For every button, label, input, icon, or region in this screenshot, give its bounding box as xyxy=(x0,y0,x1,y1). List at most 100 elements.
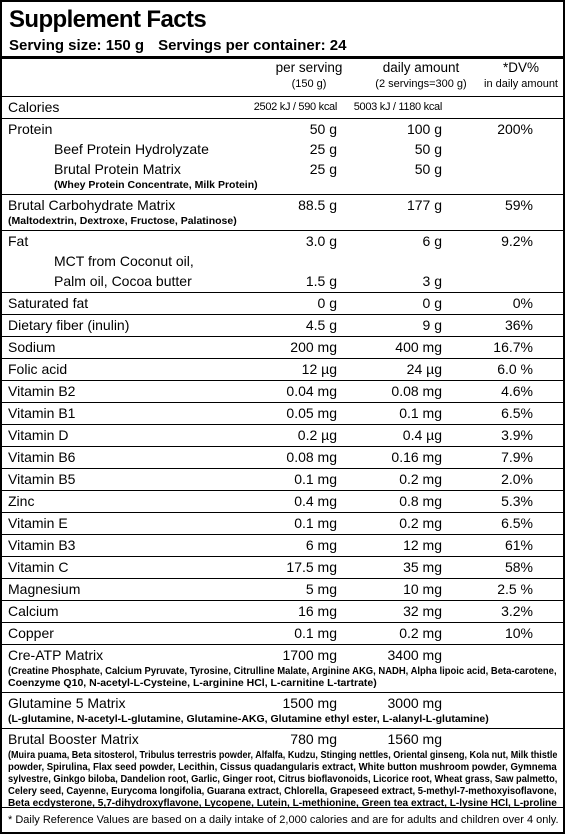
header-note: in daily amount xyxy=(484,78,558,90)
footnote: * Daily Reference Values are based on a … xyxy=(8,814,559,826)
note-line: Beta ecdysterone, 5,7-dihydroxyflavone, … xyxy=(8,797,557,809)
per-serving-value: 1.5 g xyxy=(305,273,337,289)
note-text: Coenzyme Q10, N-acetyl-L-Cysteine, L-arg… xyxy=(8,677,377,689)
per-serving-value: 5 mg xyxy=(305,581,337,597)
daily-value: 24 µg xyxy=(406,361,442,377)
nutrient-row: Vitamin D 0.2 µg 0.4 µg 3.9% xyxy=(2,425,563,447)
row-line: Brutal Booster Matrix 780 mg 1560 mg xyxy=(8,729,563,749)
daily-value: 0.2 mg xyxy=(399,625,442,641)
daily-value: 0 g xyxy=(422,295,442,311)
dv-value: 3.2% xyxy=(501,603,533,619)
note-line: sylvestre, Ginkgo biloba, Dandelion root… xyxy=(8,773,557,785)
nutrient-name-cell: Vitamin B2 xyxy=(8,383,76,399)
dv-value xyxy=(442,97,533,117)
row-line: Vitamin B5 0.1 mg 0.2 mg 2.0% xyxy=(8,469,563,489)
row-line: Vitamin B1 0.05 mg 0.1 mg 6.5% xyxy=(8,403,563,423)
daily-value: 400 mg xyxy=(395,339,442,355)
nutrient-row: Folic acid 12 µg 24 µg 6.0 % xyxy=(2,359,563,381)
nutrient-row: Vitamin E 0.1 mg 0.2 mg 6.5% xyxy=(2,513,563,535)
nutrient-name-cell: Vitamin C xyxy=(8,559,69,575)
nutrient-row: Calcium 16 mg 32 mg 3.2% xyxy=(2,601,563,623)
note-text: Celery seed, Cayenne, Eurycoma longifoli… xyxy=(8,785,557,797)
dv-value: 5.3% xyxy=(501,493,533,509)
row-line: Brutal Carbohydrate Matrix 88.5 g 177 g 59% xyxy=(8,195,563,215)
per-serving-value: 25 g xyxy=(309,141,337,157)
note-text: (Maltodextrin, Dextroxe, Fructose, Palat… xyxy=(8,215,237,227)
nutrient-row: Glutamine 5 Matrix 1500 mg 3000 mg (L-gluta… xyxy=(2,693,563,729)
nutrient-row: Sodium 200 mg 400 mg 16.7% xyxy=(2,337,563,359)
nutrient-name-cell: Vitamin B3 xyxy=(8,537,76,553)
per-serving-value: 0.4 mg xyxy=(294,493,337,509)
dv-value: 58% xyxy=(504,559,533,575)
per-serving-value: 0.1 mg xyxy=(294,625,337,641)
note-line: (L-glutamine, N-acetyl-L-glutamine, Glut… xyxy=(8,713,557,725)
per-serving-value: 0.08 mg xyxy=(286,449,337,465)
per-serving-value: 0.1 mg xyxy=(294,515,337,531)
note-text: (L-glutamine, N-acetyl-L-glutamine, Glut… xyxy=(8,713,489,725)
nutrient-name-cell: Glutamine 5 Matrix xyxy=(8,695,126,711)
row-line: Copper 0.1 mg 0.2 mg 10% xyxy=(8,623,563,643)
nutrient-name: MCT from Coconut oil, xyxy=(54,253,194,269)
sub-ingredient: Brutal Protein Matrix 25 g 50 g xyxy=(8,159,563,179)
nutrient-row: Vitamin B2 0.04 mg 0.08 mg 4.6% xyxy=(2,381,563,403)
dv-value: 36% xyxy=(504,317,533,333)
nutrient-row: Vitamin B1 0.05 mg 0.1 mg 6.5% xyxy=(2,403,563,425)
nutrient-name-cell: Sodium xyxy=(8,339,56,355)
dv-value: 200% xyxy=(497,121,533,137)
row-line: Cre-ATP Matrix 1700 mg 3400 mg xyxy=(8,645,563,665)
daily-value: 12 mg xyxy=(403,537,442,553)
nutrient-name-cell: Zinc xyxy=(8,493,35,509)
nutrient-row: Vitamin B6 0.08 mg 0.16 mg 7.9% xyxy=(2,447,563,469)
nutrient-row: Fat 3.0 g 6 g 9.2% MCT from Coconut oil, Palm… xyxy=(2,231,563,293)
dv-value: 6.0 % xyxy=(497,361,533,377)
row-line: MCT from Coconut oil, Palm oil, Cocoa but… xyxy=(54,251,563,291)
daily-value: 100 g xyxy=(406,121,442,137)
per-serving-value: 25 g xyxy=(309,161,337,177)
nutrient-row: Zinc 0.4 mg 0.8 mg 5.3% xyxy=(2,491,563,513)
header-text: per serving xyxy=(275,60,343,75)
nutrient-name-cell: Calcium xyxy=(8,603,59,619)
row-line: Calories 2502 kJ / 590 kcal 5003 kJ / 1180… xyxy=(8,97,563,117)
nutrient-row: Vitamin C 17.5 mg 35 mg 58% xyxy=(2,557,563,579)
nutrient-name-cell: Vitamin B5 xyxy=(8,471,76,487)
daily-value: 10 mg xyxy=(403,581,442,597)
per-serving-value: 0.05 mg xyxy=(286,405,337,421)
daily-value: 177 g xyxy=(406,197,442,213)
note-text: (Muira puama, Beta sitosterol, Tribulus … xyxy=(8,749,558,761)
nutrient-rows: Calories 2502 kJ / 590 kcal 5003 kJ / 1180… xyxy=(2,97,563,832)
nutrient-row: Saturated fat 0 g 0 g 0% xyxy=(2,293,563,315)
header-text: *DV% xyxy=(502,60,539,75)
nutrient-name-cell: Fat xyxy=(8,233,29,249)
dv-value: 6.5% xyxy=(501,405,533,421)
note-text: sylvestre, Ginkgo biloba, Dandelion root… xyxy=(8,773,558,785)
per-serving-value: 88.5 g xyxy=(298,197,337,213)
daily-value: 0.2 mg xyxy=(399,515,442,531)
per-serving-value: 1500 mg xyxy=(282,695,337,711)
nutrient-name-cell: Cre-ATP Matrix xyxy=(8,647,104,663)
row-line: Calcium 16 mg 32 mg 3.2% xyxy=(8,601,563,621)
per-serving-value: 1700 mg xyxy=(282,647,337,663)
daily-value: 1560 mg xyxy=(387,731,442,747)
dv-value xyxy=(442,139,533,159)
per-serving-value: 0.2 µg xyxy=(297,427,337,443)
title-row: Supplement Facts xyxy=(2,2,563,35)
nutrient-row: Protein 50 g 100 g 200% Beef Protein Hydroly… xyxy=(2,119,563,195)
nutrient-row: Calories 2502 kJ / 590 kcal 5003 kJ / 1180… xyxy=(2,97,563,119)
nutrient-name-cell: Vitamin D xyxy=(8,427,69,443)
nutrient-name-cell: Beef Protein Hydrolyzate xyxy=(54,141,209,157)
header-text: daily amount xyxy=(382,60,460,75)
nutrient-name-cell: Brutal Carbohydrate Matrix xyxy=(8,197,176,213)
nutrient-row: Brutal Carbohydrate Matrix 88.5 g 177 g 59%… xyxy=(2,195,563,231)
row-line: Brutal Protein Matrix 25 g 50 g xyxy=(54,159,563,179)
daily-value: 0.1 mg xyxy=(399,405,442,421)
dv-value: 6.5% xyxy=(501,515,533,531)
dv-value: 0% xyxy=(512,295,533,311)
column-header: per serving (150 g) daily amount (2 servin… xyxy=(2,59,563,97)
row-line: Vitamin B2 0.04 mg 0.08 mg 4.6% xyxy=(8,381,563,401)
daily-value: 50 g xyxy=(414,141,442,157)
row-line: Vitamin B3 6 mg 12 mg 61% xyxy=(8,535,563,555)
ingredient-note: (Muira puama, Beta sitosterol, Tribulus … xyxy=(8,749,563,811)
note-text: powder, Spirulina, Flax seed powder, Lec… xyxy=(8,761,557,773)
nutrient-name-cell: Vitamin E xyxy=(8,515,68,531)
dv-value xyxy=(442,693,533,713)
